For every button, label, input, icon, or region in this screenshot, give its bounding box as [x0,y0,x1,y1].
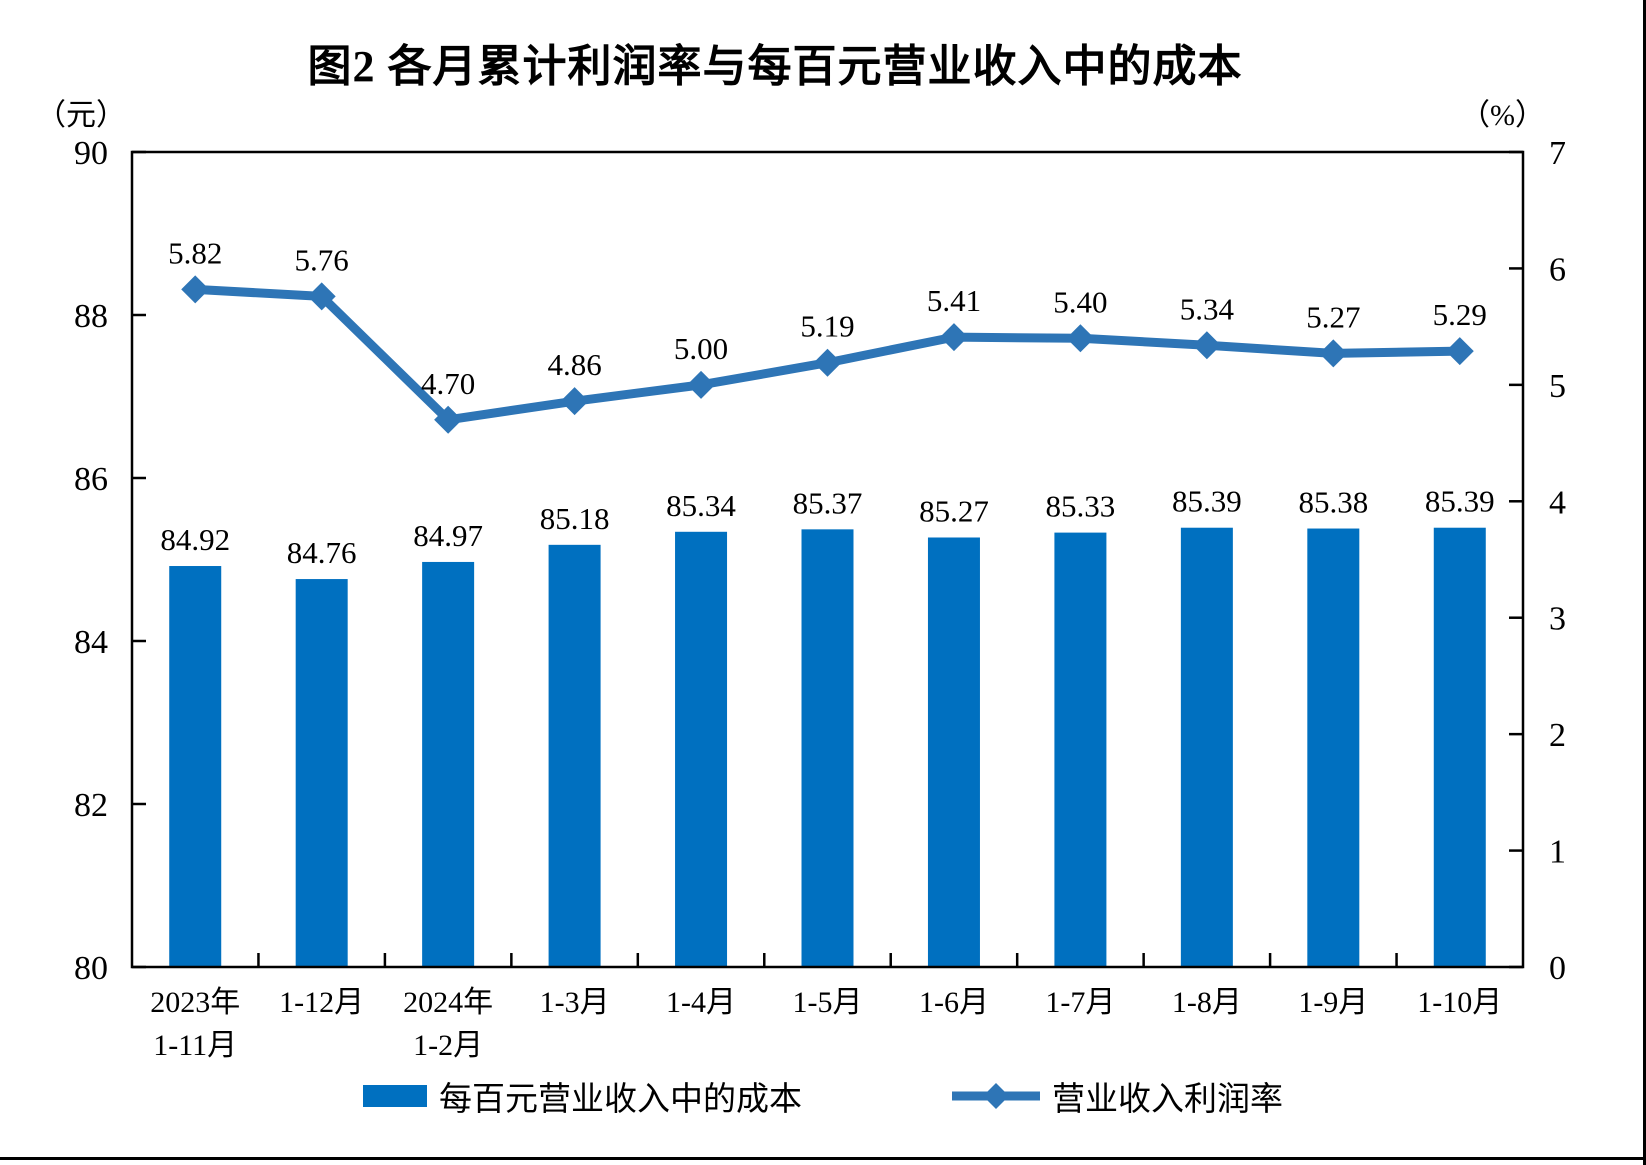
bar-value-label: 84.97 [413,518,483,553]
legend-label-profit-rate: 营业收入利润率 [1052,1082,1283,1118]
line-marker-diamond-icon [687,370,716,399]
left-axis-tick-label: 86 [74,461,108,498]
line-marker-diamond-icon [181,275,210,304]
line-marker-diamond-icon [1445,337,1474,366]
x-axis-category-label: 1-8月 [1172,986,1242,1019]
line-value-label: 4.86 [547,347,601,382]
chart-legend: 每百元营业收入中的成本 营业收入利润率 [0,1072,1646,1120]
bar [1433,527,1486,967]
right-axis-tick-label: 4 [1549,484,1566,521]
bar [675,531,728,967]
left-axis-tick-label: 80 [74,950,108,987]
line-marker-diamond-icon [560,387,589,416]
x-axis-category-label: 1-7月 [1045,986,1115,1019]
chart-title: 图2 各月累计利润率与每百元营业收入中的成本 [307,42,1243,91]
bar-value-label: 85.33 [1046,489,1116,524]
line-marker-diamond-icon [1192,331,1221,360]
bar [169,566,222,967]
left-axis-tick-label: 90 [74,135,108,172]
line-value-label: 5.29 [1433,297,1487,332]
bar-value-label: 84.76 [287,535,357,570]
line-value-label: 4.70 [421,366,475,401]
x-axis-category-label: 2023年 1-11月 [150,986,240,1062]
bar [927,537,980,967]
bar-value-label: 85.39 [1425,484,1495,519]
right-axis-tick-label: 2 [1549,717,1566,754]
line-series-swatch-icon [952,1083,1040,1109]
bar-value-label: 85.37 [793,485,863,520]
x-axis-category-label: 1-9月 [1298,986,1368,1019]
bar-value-label: 85.18 [540,501,610,536]
line-marker-diamond-icon [1066,324,1095,353]
legend-label-cost: 每百元营业收入中的成本 [439,1082,802,1118]
bar-value-label: 85.38 [1298,485,1368,520]
bar [1054,532,1107,967]
line-marker-diamond-icon [434,405,463,434]
line-value-label: 5.82 [168,235,222,270]
x-axis-category-label: 1-10月 [1417,986,1502,1019]
line-value-label: 5.27 [1306,299,1360,334]
right-axis-tick-label: 0 [1549,950,1566,987]
bar [1307,528,1360,967]
legend-diamond-icon [983,1083,1009,1109]
left-axis-tick-label: 88 [74,298,108,335]
bar-value-label: 84.92 [160,522,230,557]
bar-series-swatch-icon [363,1085,427,1107]
legend-item-cost: 每百元营业收入中的成本 [363,1072,802,1120]
right-axis-tick-label: 3 [1549,601,1566,638]
line-value-label: 5.34 [1180,291,1235,326]
x-axis-category-label: 1-4月 [666,986,736,1019]
right-axis-tick-label: 7 [1549,135,1566,172]
bar [1180,527,1233,967]
right-axis-tick-label: 5 [1549,368,1566,405]
line-value-label: 5.19 [800,309,854,344]
x-axis-category-label: 1-6月 [919,986,989,1019]
left-axis-unit-label: （元） [36,99,126,132]
line-value-label: 5.76 [295,242,349,277]
line-value-label: 5.00 [674,331,728,366]
legend-item-profit-rate: 营业收入利润率 [952,1072,1283,1120]
right-axis-unit-label: （%） [1460,99,1545,132]
x-axis-category-label: 2024年 1-2月 [403,986,493,1062]
right-axis-tick-label: 1 [1549,834,1566,871]
left-axis-tick-label: 84 [74,624,108,661]
line-marker-diamond-icon [1319,339,1348,368]
bar [548,544,601,967]
page-frame-right-border [1643,0,1646,1165]
bar [295,579,348,967]
left-axis-tick-label: 82 [74,787,108,824]
bar-value-label: 85.39 [1172,484,1242,519]
x-axis-category-label: 1-5月 [793,986,863,1019]
page-frame-bottom-border [0,1157,1646,1160]
right-axis-tick-label: 6 [1549,251,1566,288]
line-marker-diamond-icon [939,323,968,352]
line-value-label: 5.41 [927,283,981,318]
line-value-label: 5.40 [1053,284,1107,319]
plot-border [130,150,1525,969]
x-axis-category-label: 1-3月 [540,986,610,1019]
line-marker-diamond-icon [307,282,336,311]
line-marker-diamond-icon [813,348,842,377]
x-axis-category-label: 1-12月 [279,986,364,1019]
bar [422,561,475,967]
bar [801,529,854,967]
bar-value-label: 85.27 [919,493,989,528]
bar-value-label: 85.34 [666,488,736,523]
